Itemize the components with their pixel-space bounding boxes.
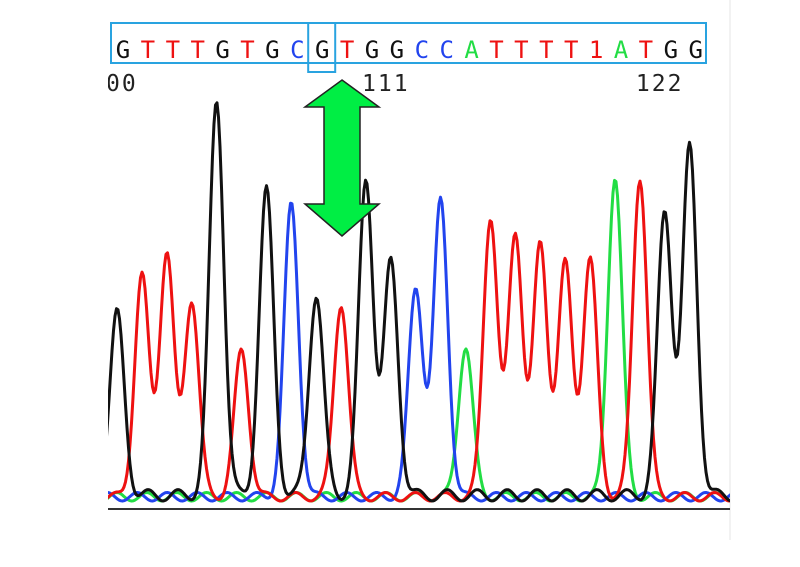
base-call-letter: A <box>464 36 479 64</box>
base-call-letter: G <box>390 36 404 64</box>
base-call-letter: C <box>290 36 304 64</box>
trace-c <box>108 195 730 503</box>
position-label: 00 <box>106 71 138 97</box>
base-call-letter: A <box>614 36 629 64</box>
base-call-letter: 1 <box>589 36 603 64</box>
sequence-box <box>110 22 707 64</box>
base-call-letter: T <box>539 36 553 64</box>
base-call-letter: G <box>365 36 379 64</box>
trace-t <box>108 179 730 503</box>
base-call-letter: T <box>489 36 503 64</box>
position-label: 122 <box>636 71 684 97</box>
trace-group <box>108 101 730 503</box>
position-ruler: 00 111 122 <box>106 71 684 97</box>
base-call-letter: G <box>215 36 229 64</box>
base-call-letter: T <box>240 36 254 64</box>
highlight-box <box>307 22 337 73</box>
double-arrow-icon <box>302 79 382 237</box>
base-call-letter: T <box>564 36 578 64</box>
base-call-letter: T <box>639 36 653 64</box>
base-call-letter: T <box>141 36 155 64</box>
position-label: 111 <box>362 71 410 97</box>
base-call-letter: G <box>315 36 329 64</box>
base-call-letter: T <box>514 36 528 64</box>
trace-g <box>108 101 730 503</box>
base-call-letter: T <box>340 36 354 64</box>
base-call-letter: T <box>166 36 180 64</box>
base-call-letter: C <box>439 36 453 64</box>
base-call-letter: C <box>415 36 429 64</box>
base-call-letter: G <box>116 36 130 64</box>
base-call-letter: G <box>265 36 279 64</box>
base-call-letter: G <box>688 36 702 64</box>
base-call-letter: G <box>664 36 678 64</box>
base-call-letter: T <box>190 36 204 64</box>
